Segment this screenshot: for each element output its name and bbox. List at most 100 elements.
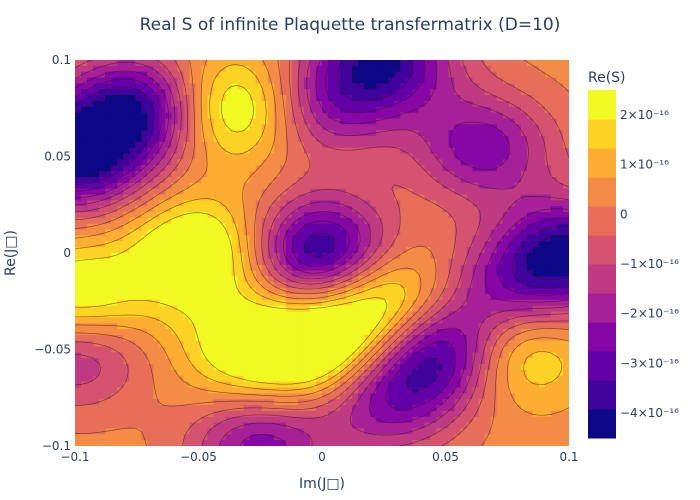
contour-cell — [424, 89, 432, 96]
contour-cell — [514, 288, 522, 295]
contour-cell — [328, 329, 335, 336]
contour-cell — [472, 188, 480, 196]
contour-cell — [117, 141, 124, 149]
contour-cell — [502, 405, 510, 412]
contour-cell — [460, 405, 468, 412]
contour-cell — [267, 375, 275, 383]
contour-cell — [159, 276, 166, 283]
contour-cell — [436, 247, 444, 254]
contour-cell — [219, 200, 227, 207]
contour-cell — [412, 317, 419, 324]
contour-cell — [442, 399, 450, 406]
contour-cell — [436, 106, 444, 114]
contour-cell — [424, 176, 432, 184]
contour-cell — [225, 182, 233, 190]
contour-cell — [189, 229, 197, 237]
contour-cell — [478, 311, 486, 318]
contour-cell — [135, 153, 142, 161]
contour-cell — [562, 317, 569, 324]
contour-cell — [334, 112, 341, 120]
contour-cell — [87, 305, 94, 313]
contour-cell — [364, 253, 371, 260]
contour-cell — [442, 369, 450, 377]
contour-cell — [508, 364, 516, 371]
contour-cell — [309, 212, 317, 219]
contour-cell — [297, 65, 305, 73]
contour-cell — [424, 77, 432, 84]
contour-cell — [394, 405, 401, 412]
contour-cell — [165, 270, 172, 277]
contour-cell — [303, 182, 311, 190]
contour-cell — [544, 83, 552, 90]
contour-cell — [297, 253, 305, 260]
contour-cell — [237, 65, 245, 73]
contour-cell — [550, 229, 558, 237]
contour-cell — [303, 276, 311, 283]
contour-cell — [478, 253, 486, 260]
contour-cell — [322, 83, 329, 90]
contour-cell — [520, 71, 528, 79]
contour-cell — [448, 410, 456, 418]
contour-cell — [249, 288, 257, 295]
contour-cell — [322, 147, 329, 155]
contour-cell — [123, 305, 130, 313]
contour-cell — [315, 334, 323, 342]
contour-cell — [309, 194, 317, 201]
contour-cell — [508, 106, 516, 114]
contour-cell — [550, 352, 558, 359]
contour-cell — [189, 358, 197, 365]
contour-cell — [177, 241, 185, 248]
contour-cell — [129, 282, 136, 289]
contour-cell — [135, 270, 142, 277]
contour-cell — [117, 247, 124, 254]
contour-cell — [99, 247, 106, 254]
contour-cell — [303, 229, 311, 237]
contour-cell — [225, 393, 233, 400]
contour-cell — [87, 165, 94, 172]
contour-cell — [159, 387, 166, 394]
contour-cell — [442, 410, 450, 418]
contour-cell — [99, 358, 106, 365]
contour-cell — [388, 375, 395, 383]
plot-area[interactable] — [75, 60, 570, 447]
contour-cell — [556, 65, 564, 73]
contour-cell — [159, 100, 166, 108]
contour-cell — [213, 141, 221, 149]
contour-cell — [424, 276, 432, 283]
contour-cell — [460, 369, 468, 377]
contour-cell — [237, 299, 245, 307]
contour-cell — [376, 305, 383, 313]
contour-cell — [562, 153, 569, 161]
contour-cell — [508, 305, 516, 313]
contour-cell — [400, 100, 407, 108]
contour-cell — [478, 288, 486, 295]
contour-cell — [141, 369, 148, 377]
contour-cell — [388, 253, 395, 260]
contour-cell — [201, 106, 209, 114]
contour-cell — [315, 282, 323, 289]
contour-cell — [225, 381, 233, 389]
contour-cell — [472, 95, 480, 102]
contour-cell — [177, 77, 185, 84]
contour-cell — [490, 352, 498, 359]
contour-cell — [496, 100, 504, 108]
contour-cell — [129, 124, 136, 131]
contour-cell — [364, 118, 371, 125]
contour-cell — [388, 311, 395, 318]
contour-cell — [448, 299, 456, 307]
contour-cell — [231, 329, 239, 336]
contour-cell — [364, 188, 371, 196]
contour-cell — [315, 95, 323, 102]
contour-cell — [183, 235, 191, 242]
contour-cell — [514, 65, 522, 73]
contour-cell — [490, 95, 498, 102]
contour-cell — [261, 276, 269, 283]
contour-cell — [526, 323, 534, 330]
contour-cell — [93, 387, 100, 394]
contour-cell — [291, 393, 299, 400]
contour-cell — [370, 60, 377, 67]
contour-cell — [496, 329, 504, 336]
contour-cell — [315, 83, 323, 90]
contour-cell — [334, 229, 341, 237]
contour-cell — [213, 387, 221, 394]
